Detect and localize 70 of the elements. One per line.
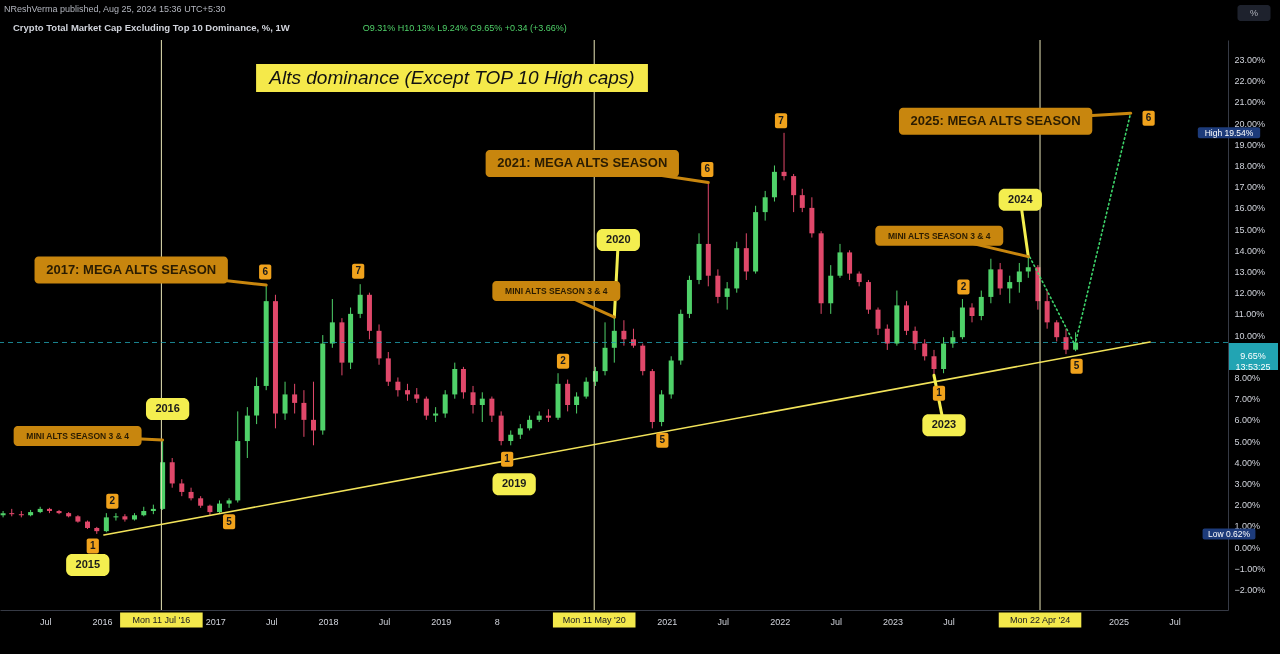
annotation: 5 bbox=[659, 434, 666, 446]
x-tick-label: Jul bbox=[39, 616, 52, 627]
x-tick-label: 2019 bbox=[431, 616, 452, 627]
y-tick-label: 23.00% bbox=[1234, 55, 1266, 65]
y-tick-label: 3.00% bbox=[1234, 478, 1261, 489]
y-tick-label: 15.00% bbox=[1234, 224, 1266, 235]
y-tick-label: 21.00% bbox=[1234, 97, 1266, 108]
x-tick-label: 2018 bbox=[318, 616, 339, 627]
y-tick-label: 11.00% bbox=[1234, 309, 1265, 320]
y-tick-label: 4.00% bbox=[1234, 457, 1261, 468]
y-tick-label: 10.00% bbox=[1234, 330, 1266, 341]
annotation: 2023 bbox=[931, 418, 957, 431]
annotation: 2024 bbox=[1008, 192, 1034, 205]
annotation: 1 bbox=[504, 453, 511, 465]
annotation: 2 bbox=[560, 355, 567, 367]
ref-line-label: Mon 11 Jul '16 bbox=[132, 615, 191, 625]
y-tick-label: 12.00% bbox=[1234, 288, 1266, 299]
annotation: 2019 bbox=[501, 477, 527, 490]
annotation: 2 bbox=[960, 281, 967, 293]
x-tick-label: 8 bbox=[494, 616, 500, 627]
y-tick-label: −2.00% bbox=[1234, 584, 1266, 595]
x-tick-label: Jul bbox=[717, 616, 730, 627]
ref-line-label: Mon 11 May '20 bbox=[562, 615, 626, 625]
x-tick-label: 2023 bbox=[883, 616, 904, 627]
annotation: 5 bbox=[1073, 360, 1080, 372]
x-tick-label: Jul bbox=[943, 616, 955, 627]
y-tick-label: 19.00% bbox=[1234, 139, 1266, 150]
y-tick-label: 22.00% bbox=[1234, 76, 1266, 87]
y-tick-label: 0.00% bbox=[1234, 542, 1261, 553]
text: Alts dominance (Except TOP 10 High caps) bbox=[268, 67, 635, 88]
annotation: 1 bbox=[89, 539, 96, 551]
x-tick-label: 2016 bbox=[92, 616, 113, 627]
x-tick-label: 2017 bbox=[205, 616, 226, 627]
y-tick-label: 7.00% bbox=[1234, 394, 1261, 405]
y-tick-label: 18.00% bbox=[1234, 160, 1266, 171]
text: % bbox=[1249, 8, 1259, 18]
annotation: 5 bbox=[226, 515, 233, 527]
annotation: 1 bbox=[936, 387, 943, 399]
annotation: 2015 bbox=[75, 557, 101, 570]
annotation: MINI ALTS SEASON 3 & 4 bbox=[888, 230, 991, 241]
x-tick-label: 2025 bbox=[1109, 616, 1130, 627]
y-tick-label: 17.00% bbox=[1234, 182, 1266, 193]
y-tick-label: 5.00% bbox=[1234, 436, 1261, 447]
x-tick-label: Jul bbox=[1169, 616, 1181, 627]
y-tick-label: 13.00% bbox=[1234, 266, 1266, 277]
annotation: 7 bbox=[778, 114, 785, 126]
y-tick-label: 20.00% bbox=[1234, 118, 1266, 129]
x-tick-label: Jul bbox=[378, 616, 391, 627]
ref-line-label: Mon 22 Apr '24 bbox=[1009, 615, 1071, 625]
x-tick-label: Jul bbox=[265, 616, 278, 627]
annotation: MINI ALTS SEASON 3 & 4 bbox=[505, 286, 608, 297]
annotation: 7 bbox=[355, 265, 362, 277]
annotation: 2020 bbox=[606, 233, 631, 246]
y-tick-label: 8.00% bbox=[1234, 372, 1261, 383]
chart-subtitle: Crypto Total Market Cap Excluding Top 10 Dominance, %, 1W bbox=[13, 22, 290, 33]
y-tick-label: 6.00% bbox=[1234, 415, 1261, 426]
x-tick-label: Jul bbox=[830, 616, 842, 627]
annotation: 2 bbox=[109, 495, 116, 507]
y-tick-label: 16.00% bbox=[1234, 203, 1266, 214]
annotation: High 19.54% bbox=[1204, 127, 1254, 138]
annotation: 2016 bbox=[155, 402, 180, 414]
y-tick-label: 14.00% bbox=[1234, 245, 1266, 256]
text: NReshVerma published, Aug 25, 2024 15:36 UTC+5:30 bbox=[4, 4, 226, 14]
y-tick-label: −1.00% bbox=[1234, 563, 1266, 574]
ref-line-label: 9.65% 13:53:25 bbox=[1235, 351, 1271, 373]
x-tick-label: 2022 bbox=[770, 616, 791, 627]
annotation: 6 bbox=[1145, 112, 1152, 124]
y-tick-label: 2.00% bbox=[1234, 500, 1261, 511]
text: O9.31% H10.13% L9.24% C9.65% +0.34 (+3.66%) bbox=[362, 23, 567, 33]
x-tick-label: 2021 bbox=[657, 616, 678, 627]
